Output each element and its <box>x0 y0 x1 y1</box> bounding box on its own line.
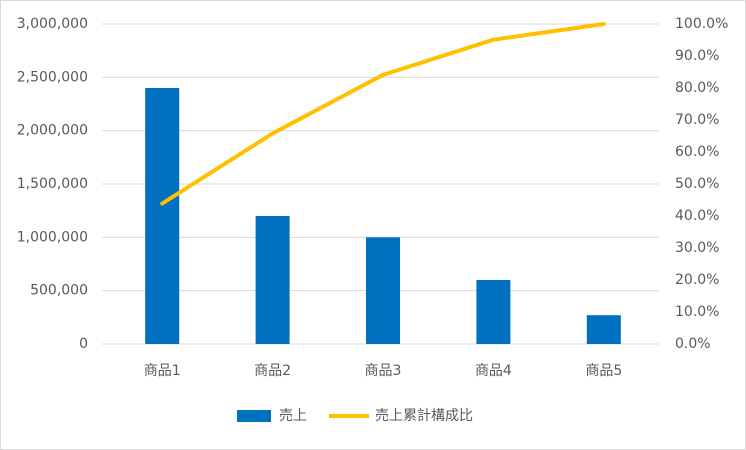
bar <box>476 280 511 344</box>
x-tick-label: 商品1 <box>144 363 181 379</box>
bar <box>586 315 621 344</box>
y2-tick-label: 90.0% <box>675 48 719 64</box>
legend-swatch <box>237 410 271 422</box>
y2-tick-label: 70.0% <box>675 112 719 128</box>
y-tick-label: 2,000,000 <box>17 123 88 139</box>
y2-tick-label: 10.0% <box>675 304 719 320</box>
bar <box>366 237 400 344</box>
y-tick-label: 500,000 <box>30 283 88 299</box>
bar <box>255 216 290 344</box>
y-tick-label: 1,500,000 <box>17 176 88 192</box>
bar <box>145 88 180 344</box>
y2-tick-label: 60.0% <box>675 144 719 160</box>
y2-tick-label: 100.0% <box>675 16 728 32</box>
y2-tick-label: 80.0% <box>675 80 719 96</box>
y2-tick-label: 50.0% <box>675 176 719 192</box>
y2-tick-label: 30.0% <box>675 240 719 256</box>
x-tick-label: 商品5 <box>585 363 622 379</box>
x-tick-label: 商品2 <box>254 363 291 379</box>
line <box>160 22 606 206</box>
legend-label: 売上累計構成比 <box>375 408 473 424</box>
y-tick-label: 0 <box>79 336 88 352</box>
y-tick-label: 1,000,000 <box>17 229 88 245</box>
y2-tick-label: 40.0% <box>675 208 719 224</box>
y2-tick-label: 0.0% <box>675 336 711 352</box>
y-tick-label: 2,500,000 <box>17 69 88 85</box>
x-tick-label: 商品3 <box>365 363 402 379</box>
y2-tick-label: 20.0% <box>675 272 719 288</box>
x-tick-label: 商品4 <box>475 363 512 379</box>
y-tick-label: 3,000,000 <box>17 16 88 32</box>
legend-label: 売上 <box>279 408 307 424</box>
